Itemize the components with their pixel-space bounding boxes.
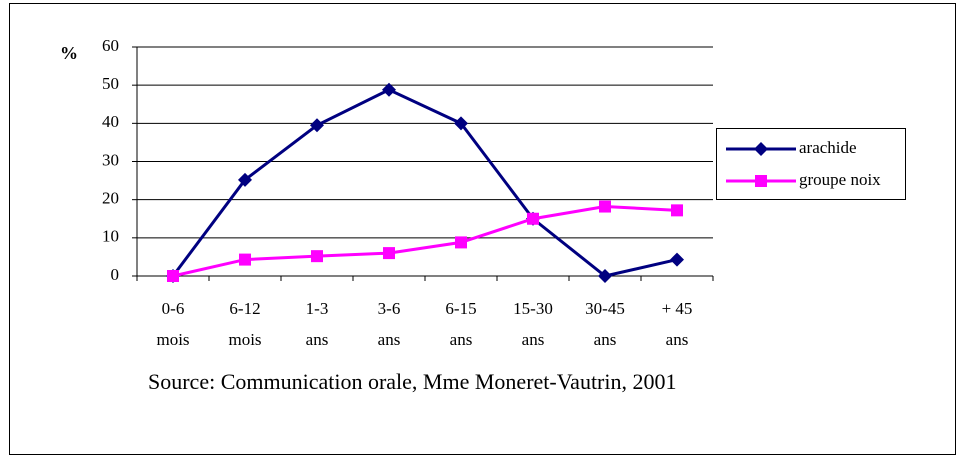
source-note: Source: Communication orale, Mme Moneret… bbox=[148, 369, 677, 394]
data-point bbox=[671, 204, 683, 217]
data-point bbox=[670, 252, 684, 267]
data-point bbox=[455, 236, 467, 249]
x-tick-label: 15-30 bbox=[513, 299, 553, 318]
y-tick-label: 30 bbox=[102, 150, 119, 169]
data-point bbox=[238, 172, 252, 187]
data-point bbox=[382, 82, 396, 97]
data-point bbox=[599, 200, 611, 213]
data-point bbox=[454, 116, 468, 131]
y-tick-label: 20 bbox=[102, 189, 119, 208]
x-tick-label: 1-3 bbox=[306, 299, 329, 318]
legend-marker bbox=[754, 142, 768, 156]
legend-label: groupe noix bbox=[799, 170, 881, 189]
data-point bbox=[167, 270, 179, 282]
x-tick-label: 6-15 bbox=[445, 299, 476, 318]
data-point bbox=[311, 250, 323, 263]
y-tick-label: 40 bbox=[102, 112, 119, 131]
x-tick-label: ans bbox=[666, 330, 689, 349]
data-point bbox=[383, 247, 395, 260]
y-tick-label: 0 bbox=[111, 265, 120, 284]
y-tick-label: 50 bbox=[102, 74, 119, 93]
data-point bbox=[310, 118, 324, 133]
data-point bbox=[239, 253, 251, 266]
x-tick-label: 3-6 bbox=[378, 299, 401, 318]
x-tick-label: 0-6 bbox=[162, 299, 185, 318]
y-tick-label: 10 bbox=[102, 227, 119, 246]
x-tick-label: ans bbox=[450, 330, 473, 349]
x-tick-label: + 45 bbox=[662, 299, 693, 318]
series-line bbox=[172, 205, 678, 278]
x-tick-label: ans bbox=[306, 330, 329, 349]
y-axis-label: % bbox=[60, 43, 78, 63]
x-tick-label: mois bbox=[228, 330, 261, 349]
x-tick-label: mois bbox=[156, 330, 189, 349]
legend-label: arachide bbox=[799, 138, 857, 157]
x-tick-label: ans bbox=[594, 330, 617, 349]
series-line bbox=[171, 88, 678, 278]
data-point bbox=[527, 212, 539, 225]
x-tick-label: ans bbox=[522, 330, 545, 349]
x-tick-label: 30-45 bbox=[585, 299, 625, 318]
y-tick-label: 60 bbox=[102, 36, 119, 55]
data-point bbox=[598, 269, 612, 283]
legend-box bbox=[716, 128, 906, 200]
legend-marker bbox=[755, 175, 767, 187]
frame bbox=[9, 3, 956, 455]
x-tick-label: 6-12 bbox=[229, 299, 260, 318]
x-tick-label: ans bbox=[378, 330, 401, 349]
